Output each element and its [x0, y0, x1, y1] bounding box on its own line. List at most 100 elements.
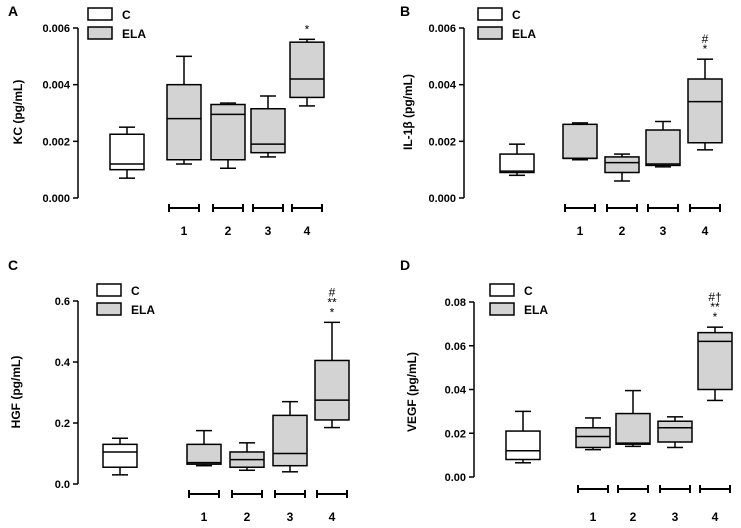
- group-label: 1: [577, 224, 584, 238]
- y-tick-label: 0.002: [42, 136, 70, 148]
- group-label: 3: [287, 510, 294, 524]
- panel-b: B 0.000 0.002 0.004 0.006 IL-1β (pg/mL) C ELA #*…: [400, 3, 723, 238]
- group-label: 2: [225, 224, 232, 238]
- significance-annotation: #†: [708, 290, 721, 304]
- y-tick-label: 0.004: [428, 80, 456, 92]
- box-iqr: [615, 412, 651, 445]
- y-tick-label: 0.006: [428, 23, 456, 35]
- y-axis-label: KC (pg/mL): [11, 80, 25, 145]
- box-ela-2: [604, 153, 640, 182]
- box-ela-3: [250, 95, 286, 158]
- y-tick-label: 0.0: [55, 479, 70, 491]
- panel-label: C: [8, 257, 18, 273]
- group-label: 1: [181, 224, 188, 238]
- legend-swatch-ela: [477, 26, 503, 40]
- box-control: [109, 126, 145, 179]
- box-ela-3: [657, 416, 693, 449]
- significance-annotation: *: [713, 310, 718, 324]
- box-iqr: [289, 41, 325, 99]
- box-iqr: [102, 443, 138, 468]
- legend-label-ela: ELA: [524, 303, 548, 317]
- y-tick-label: 0.4: [55, 357, 71, 369]
- box-iqr: [499, 153, 535, 174]
- group-label: 4: [702, 224, 709, 238]
- box-iqr: [562, 123, 598, 160]
- y-tick-label: 0.04: [445, 385, 467, 397]
- box-iqr: [604, 156, 640, 174]
- y-tick-label: 0.6: [55, 296, 70, 308]
- significance-annotation: *: [330, 305, 335, 319]
- box-iqr: [505, 430, 541, 461]
- group-label: 4: [712, 510, 719, 524]
- box-ela-4: #†***: [697, 290, 733, 402]
- panel-label: A: [8, 3, 18, 19]
- box-iqr: [687, 78, 723, 144]
- box-iqr: [645, 129, 681, 167]
- legend-swatch-c: [96, 283, 122, 297]
- box-ela-1: [166, 55, 202, 165]
- significance-annotation: #: [329, 285, 336, 299]
- group-label: 2: [244, 510, 251, 524]
- box-ela-1: [562, 122, 598, 161]
- legend-swatch-ela: [96, 302, 122, 316]
- box-iqr: [166, 83, 202, 161]
- y-axis-label: HGF (pg/mL): [9, 356, 23, 429]
- box-control: [102, 437, 138, 476]
- legend-label-c: C: [512, 8, 521, 22]
- group-label: 2: [630, 510, 637, 524]
- y-tick-label: 0.000: [42, 193, 70, 205]
- box-iqr: [250, 108, 286, 154]
- group-label: 4: [329, 510, 336, 524]
- box-ela-4: #***: [314, 285, 350, 429]
- legend: C ELA: [87, 7, 146, 41]
- y-tick-label: 0.000: [428, 193, 456, 205]
- y-tick-label: 0.2: [55, 418, 70, 430]
- significance-annotation: **: [710, 300, 720, 314]
- legend-label-ela: ELA: [122, 27, 146, 41]
- y-tick-label: 0.02: [445, 428, 466, 440]
- panel-label: D: [400, 257, 410, 273]
- significance-annotation: *: [305, 22, 310, 36]
- legend-label-c: C: [122, 8, 131, 22]
- box-ela-3: [645, 120, 681, 168]
- legend-swatch-ela: [87, 26, 113, 40]
- y-tick-label: 0.06: [445, 341, 466, 353]
- box-ela-2: [210, 102, 246, 169]
- box-ela-3: [272, 400, 308, 473]
- legend-label-ela: ELA: [131, 303, 155, 317]
- legend-swatch-c: [489, 283, 515, 297]
- significance-annotation: #: [702, 32, 709, 46]
- legend-label-ela: ELA: [512, 27, 536, 41]
- y-tick-label: 0.006: [42, 23, 70, 35]
- legend-label-c: C: [131, 284, 140, 298]
- box-iqr: [575, 427, 611, 449]
- y-axis-label: IL-1β (pg/mL): [401, 74, 415, 150]
- box-ela-2: [615, 389, 651, 448]
- box-ela-1: [575, 417, 611, 451]
- legend-swatch-c: [477, 7, 503, 21]
- significance-annotation: *: [703, 42, 708, 56]
- y-tick-label: 0.002: [428, 136, 456, 148]
- panel-label: B: [400, 3, 410, 19]
- box-iqr: [657, 420, 693, 443]
- group-label: 2: [619, 224, 626, 238]
- box-ela-4: *: [289, 22, 325, 107]
- y-tick-label: 0.08: [445, 297, 466, 309]
- legend-label-c: C: [524, 284, 533, 298]
- significance-annotation: **: [327, 295, 337, 309]
- box-ela-2: [229, 442, 265, 472]
- box-iqr: [314, 359, 350, 421]
- y-tick-label: 0.00: [445, 472, 466, 484]
- box-control: [505, 410, 541, 464]
- box-ela-1: [186, 429, 222, 467]
- y-axis-label: VEGF (pg/mL): [405, 352, 419, 432]
- box-control: [499, 143, 535, 177]
- group-label: 1: [590, 510, 597, 524]
- group-label: 3: [672, 510, 679, 524]
- group-label: 4: [304, 224, 311, 238]
- legend-swatch-c: [87, 7, 113, 21]
- legend: C ELA: [96, 283, 155, 317]
